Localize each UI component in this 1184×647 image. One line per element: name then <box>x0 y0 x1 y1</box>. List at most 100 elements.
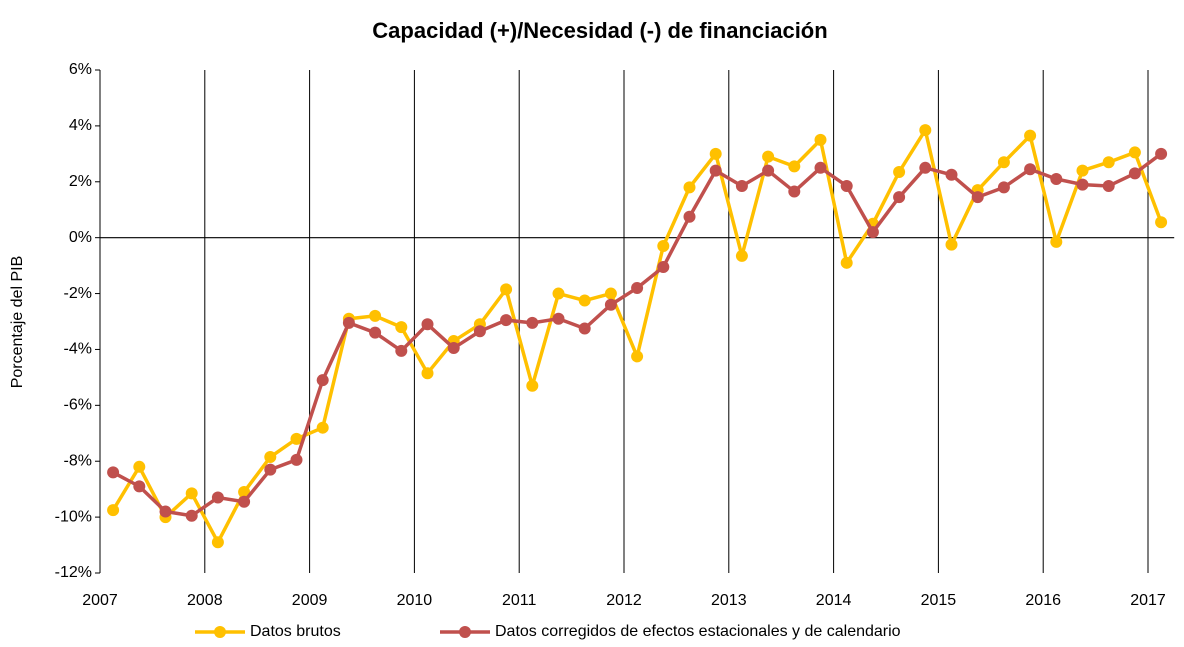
point <box>316 374 329 387</box>
point <box>866 226 879 239</box>
point <box>762 150 775 163</box>
point <box>526 316 539 329</box>
point <box>840 256 853 269</box>
point <box>1050 172 1063 185</box>
point <box>840 179 853 192</box>
x-tick-label: 2010 <box>397 592 433 609</box>
point <box>421 318 434 331</box>
x-tick-label: 2012 <box>606 592 642 609</box>
point <box>631 350 644 363</box>
point <box>395 344 408 357</box>
point <box>971 191 984 204</box>
point <box>185 487 198 500</box>
point <box>133 460 146 473</box>
point <box>709 147 722 160</box>
y-tick-label: -6% <box>64 397 92 414</box>
point <box>683 181 696 194</box>
legend-marker <box>459 626 471 638</box>
point <box>1102 156 1115 169</box>
point <box>735 249 748 262</box>
point <box>997 156 1010 169</box>
point <box>369 309 382 322</box>
point <box>1155 216 1168 229</box>
point <box>211 536 224 549</box>
x-tick-label: 2011 <box>502 592 537 609</box>
y-axis-label: Porcentaje del PIB <box>9 256 26 389</box>
y-tick-label: 6% <box>69 61 92 78</box>
point <box>919 124 932 137</box>
point <box>1155 147 1168 160</box>
x-tick-label: 2017 <box>1130 592 1166 609</box>
x-tick-label: 2009 <box>292 592 328 609</box>
point <box>290 453 303 466</box>
point <box>1102 179 1115 192</box>
point <box>709 164 722 177</box>
legend-label: Datos corregidos de efectos estacionales… <box>495 623 901 640</box>
point <box>1024 163 1037 176</box>
point <box>500 314 513 327</box>
x-tick-label: 2015 <box>921 592 957 609</box>
point <box>264 463 277 476</box>
x-tick-label: 2014 <box>816 592 852 609</box>
point <box>447 342 460 355</box>
point <box>552 287 565 300</box>
point <box>421 367 434 380</box>
point <box>107 466 120 479</box>
legend-label: Datos brutos <box>250 623 341 640</box>
point <box>1024 129 1037 142</box>
point <box>945 238 958 251</box>
point <box>945 168 958 181</box>
point <box>997 181 1010 194</box>
point <box>238 495 251 508</box>
point <box>683 210 696 223</box>
x-tick-label: 2007 <box>82 592 118 609</box>
point <box>657 240 670 253</box>
point <box>290 432 303 445</box>
point <box>526 379 539 392</box>
point <box>919 161 932 174</box>
point <box>604 298 617 311</box>
point <box>473 325 486 338</box>
point <box>185 509 198 522</box>
point <box>788 185 801 198</box>
y-tick-label: 0% <box>69 229 92 246</box>
point <box>657 261 670 274</box>
point <box>578 294 591 307</box>
point <box>631 281 644 294</box>
point <box>107 504 120 517</box>
point <box>238 485 251 498</box>
point <box>316 421 329 434</box>
point <box>735 179 748 192</box>
y-tick-label: -2% <box>64 285 92 302</box>
point <box>1128 167 1141 180</box>
y-tick-label: -10% <box>55 508 92 525</box>
point <box>1076 178 1089 191</box>
point <box>893 191 906 204</box>
legend-marker <box>214 626 226 638</box>
point <box>604 287 617 300</box>
y-tick-label: -12% <box>55 564 92 581</box>
point <box>1050 235 1063 248</box>
point <box>264 451 277 464</box>
point <box>211 491 224 504</box>
x-tick-label: 2008 <box>187 592 223 609</box>
point <box>1076 164 1089 177</box>
point <box>578 322 591 335</box>
point <box>788 160 801 173</box>
point <box>762 164 775 177</box>
point <box>500 283 513 296</box>
point <box>814 133 827 146</box>
point <box>395 321 408 334</box>
x-tick-label: 2013 <box>711 592 747 609</box>
x-tick-label: 2016 <box>1025 592 1061 609</box>
point <box>552 312 565 325</box>
point <box>342 316 355 329</box>
point <box>814 161 827 174</box>
y-tick-label: 2% <box>69 173 92 190</box>
y-tick-label: -4% <box>64 341 92 358</box>
chart-title: Capacidad (+)/Necesidad (-) de financiac… <box>372 18 827 43</box>
y-tick-label: -8% <box>64 452 92 469</box>
point <box>159 505 172 518</box>
